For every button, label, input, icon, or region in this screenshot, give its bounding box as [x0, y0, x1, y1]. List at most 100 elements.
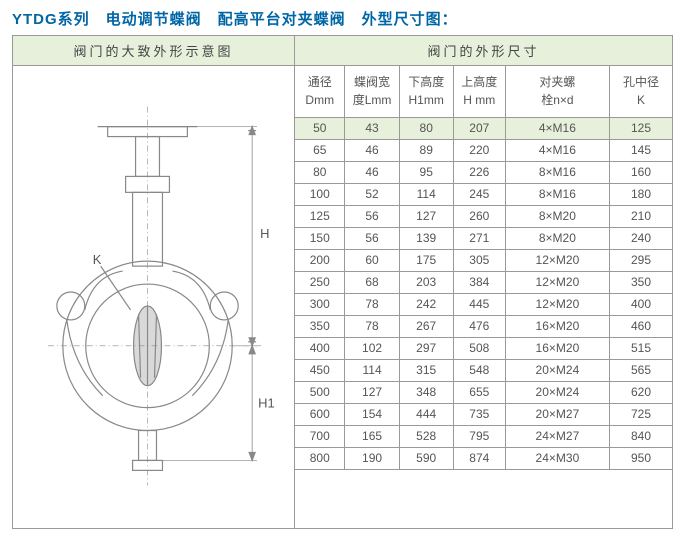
table-cell: 548 — [453, 359, 505, 381]
table-cell: 100 — [295, 183, 345, 205]
table-cell: 565 — [609, 359, 672, 381]
table-cell: 65 — [295, 139, 345, 161]
table-row: 125561272608×M20210 — [295, 205, 672, 227]
table-cell: 125 — [295, 205, 345, 227]
table-cell: 12×M20 — [505, 271, 609, 293]
table-cell: 8×M16 — [505, 161, 609, 183]
table-cell: 600 — [295, 403, 345, 425]
col-header: 对夹螺栓n×d — [505, 66, 609, 117]
table-cell: 315 — [399, 359, 453, 381]
table-cell: 735 — [453, 403, 505, 425]
table-row: 2506820338412×M20350 — [295, 271, 672, 293]
table-cell: 725 — [609, 403, 672, 425]
table-cell: 8×M20 — [505, 205, 609, 227]
table-cell: 127 — [399, 205, 453, 227]
table-cell: 297 — [399, 337, 453, 359]
table-cell: 350 — [609, 271, 672, 293]
table-cell: 528 — [399, 425, 453, 447]
table-cell: 60 — [345, 249, 399, 271]
col-header: 通径Dmm — [295, 66, 345, 117]
table-cell: 348 — [399, 381, 453, 403]
table-cell: 150 — [295, 227, 345, 249]
left-panel-header: 阀门的大致外形示意图 — [13, 36, 294, 66]
table-cell: 655 — [453, 381, 505, 403]
table-cell: 295 — [609, 249, 672, 271]
table-cell: 242 — [399, 293, 453, 315]
table-row: 6546892204×M16145 — [295, 139, 672, 161]
table-cell: 16×M20 — [505, 315, 609, 337]
table-cell: 20×M27 — [505, 403, 609, 425]
table-cell: 89 — [399, 139, 453, 161]
table-cell: 139 — [399, 227, 453, 249]
table-cell: 125 — [609, 117, 672, 139]
table-cell: 620 — [609, 381, 672, 403]
table-cell: 20×M24 — [505, 359, 609, 381]
table-cell: 43 — [345, 117, 399, 139]
table-cell: 800 — [295, 447, 345, 469]
table-cell: 476 — [453, 315, 505, 337]
right-panel: 阀门的外形尺寸 通径Dmm蝶阀宽度Lmm下高度H1mm上高度H mm对夹螺栓n×… — [295, 36, 672, 528]
table-cell: 200 — [295, 249, 345, 271]
table-cell: 508 — [453, 337, 505, 359]
table-cell: 260 — [453, 205, 505, 227]
table-cell: 24×M27 — [505, 425, 609, 447]
table-row: 150561392718×M20240 — [295, 227, 672, 249]
table-cell: 700 — [295, 425, 345, 447]
table-cell: 56 — [345, 205, 399, 227]
table-cell: 80 — [295, 161, 345, 183]
table-cell: 52 — [345, 183, 399, 205]
table-cell: 305 — [453, 249, 505, 271]
table-cell: 8×M20 — [505, 227, 609, 249]
table-cell: 20×M24 — [505, 381, 609, 403]
col-header: 下高度H1mm — [399, 66, 453, 117]
table-cell: 220 — [453, 139, 505, 161]
table-row: 50012734865520×M24620 — [295, 381, 672, 403]
table-row: 60015444473520×M27725 — [295, 403, 672, 425]
table-cell: 56 — [345, 227, 399, 249]
table-cell: 350 — [295, 315, 345, 337]
table-cell: 460 — [609, 315, 672, 337]
table-cell: 874 — [453, 447, 505, 469]
table-cell: 102 — [345, 337, 399, 359]
table-cell: 450 — [295, 359, 345, 381]
table-cell: 271 — [453, 227, 505, 249]
table-cell: 12×M20 — [505, 293, 609, 315]
col-header: 蝶阀宽度Lmm — [345, 66, 399, 117]
table-cell: 444 — [399, 403, 453, 425]
table-cell: 840 — [609, 425, 672, 447]
table-cell: 114 — [345, 359, 399, 381]
table-cell: 267 — [399, 315, 453, 337]
left-panel: 阀门的大致外形示意图 — [13, 36, 295, 528]
table-cell: 165 — [345, 425, 399, 447]
table-cell: 210 — [609, 205, 672, 227]
table-cell: 180 — [609, 183, 672, 205]
table-cell: 226 — [453, 161, 505, 183]
valve-diagram: K H H1 — [13, 66, 294, 528]
table-cell: 160 — [609, 161, 672, 183]
table-cell: 80 — [399, 117, 453, 139]
table-row: 3507826747616×M20460 — [295, 315, 672, 337]
table-cell: 24×M30 — [505, 447, 609, 469]
table-cell: 245 — [453, 183, 505, 205]
col-header: 上高度H mm — [453, 66, 505, 117]
table-cell: 78 — [345, 315, 399, 337]
diagram-area: K H H1 — [13, 66, 294, 528]
table-cell: 515 — [609, 337, 672, 359]
table-cell: 175 — [399, 249, 453, 271]
table-cell: 95 — [399, 161, 453, 183]
table-row: 8046952268×M16160 — [295, 161, 672, 183]
table-row: 2006017530512×M20295 — [295, 249, 672, 271]
table-row: 3007824244512×M20400 — [295, 293, 672, 315]
table-cell: 68 — [345, 271, 399, 293]
table-row: 80019059087424×M30950 — [295, 447, 672, 469]
table-cell: 12×M20 — [505, 249, 609, 271]
label-h1: H1 — [258, 396, 275, 411]
content-frame: 阀门的大致外形示意图 — [12, 35, 673, 529]
table-cell: 400 — [609, 293, 672, 315]
page-title: YTDG系列 电动调节蝶阀 配高平台对夹蝶阀 外型尺寸图： — [12, 8, 673, 29]
table-row: 100521142458×M16180 — [295, 183, 672, 205]
right-panel-header: 阀门的外形尺寸 — [295, 36, 672, 66]
label-h: H — [260, 226, 269, 241]
col-header: 孔中径K — [609, 66, 672, 117]
table-row: 70016552879524×M27840 — [295, 425, 672, 447]
